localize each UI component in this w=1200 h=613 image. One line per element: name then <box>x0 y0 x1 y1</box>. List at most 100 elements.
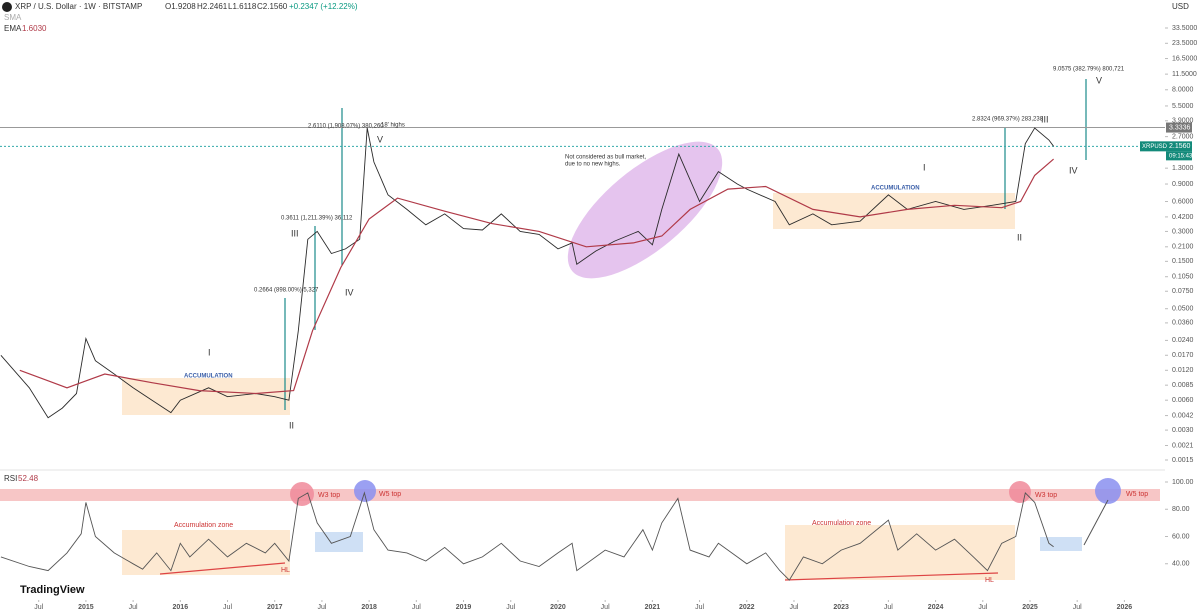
y-tick-label: 0.6000 <box>1172 198 1194 205</box>
x-tick-label: Jul <box>129 604 138 611</box>
symbol-tag-label: XRPUSD <box>1142 144 1168 150</box>
x-tick-label: Jul <box>978 604 987 611</box>
y-tick-label: 100.00 <box>1172 479 1194 486</box>
y-tick-label: 0.4200 <box>1172 214 1194 221</box>
x-tick-label: Jul <box>317 604 326 611</box>
y-tick-label: 8.0000 <box>1172 87 1194 94</box>
x-tick-label: 2024 <box>928 604 944 611</box>
currency[interactable]: USD <box>1172 2 1189 11</box>
symbol-title[interactable]: XRP / U.S. Dollar · 1W · BITSTAMP <box>15 2 142 11</box>
ema-label[interactable]: EMA <box>4 24 22 33</box>
x-tick-label: 2015 <box>78 604 94 611</box>
ohlc-open: O1.9208 <box>165 2 196 11</box>
x-tick-label: Jul <box>223 604 232 611</box>
annotation: III <box>291 228 299 238</box>
y-tick-label: 0.0750 <box>1172 288 1194 295</box>
x-tick-label: 2016 <box>173 604 189 611</box>
annotation: HL <box>985 577 994 584</box>
annotation: II <box>289 420 294 430</box>
hl-line <box>784 572 999 581</box>
x-tick-label: 2018 <box>361 604 377 611</box>
price-tag-label: 3.3336 <box>1169 124 1191 131</box>
y-tick-label: 60.00 <box>1172 533 1190 540</box>
y-tick-label: 5.5000 <box>1172 103 1194 110</box>
blue-zone <box>1040 537 1082 551</box>
y-tick-label: 80.00 <box>1172 506 1190 513</box>
annotation: 0.3611 (1,211.39%) 36,112 <box>281 216 353 222</box>
y-tick-label: 33.5000 <box>1172 25 1197 32</box>
y-tick-label: 0.0120 <box>1172 367 1194 374</box>
y-tick-label: 0.0060 <box>1172 397 1194 404</box>
annotation: W5 top <box>379 491 401 498</box>
x-tick-label: Jul <box>1073 604 1082 611</box>
w5-circle <box>1095 478 1121 504</box>
ohlc-change: +0.2347 (+12.22%) <box>289 2 358 11</box>
w3-circle <box>290 482 314 506</box>
annotation: IV <box>345 287 354 297</box>
y-tick-label: 0.0240 <box>1172 337 1194 344</box>
annotation: Not considered as bull market, <box>565 155 646 161</box>
x-tick-label: Jul <box>412 604 421 611</box>
x-tick-label: Jul <box>695 604 704 611</box>
y-tick-label: 0.3000 <box>1172 228 1194 235</box>
symbol-icon <box>2 2 12 12</box>
x-tick-label: 2025 <box>1022 604 1038 611</box>
y-tick-label: 16.5000 <box>1172 55 1197 62</box>
ema-value: 1.6030 <box>22 24 47 33</box>
drawings <box>0 79 1165 581</box>
countdown-tag <box>1166 151 1192 161</box>
y-tick-label: 0.0030 <box>1172 427 1194 434</box>
projection-arrow <box>1083 499 1109 546</box>
annotation: Accumulation zone <box>812 520 871 527</box>
ohlc-close: C2.1560 <box>257 2 288 11</box>
accumulation-zone <box>122 530 290 575</box>
y-tick-label: 40.00 <box>1172 561 1190 568</box>
ohlc-low: L1.6118 <box>228 2 257 11</box>
hl-line <box>159 562 286 575</box>
brand: TradingView <box>20 584 85 596</box>
y-tick-label: 11.5000 <box>1172 71 1197 78</box>
series-line <box>0 127 1054 419</box>
w3-circle <box>1009 481 1031 503</box>
annotation: V <box>1096 75 1102 85</box>
indicator-value: 52.48 <box>18 474 39 483</box>
x-tick-label: Jul <box>789 604 798 611</box>
annotation: W5 top <box>1126 491 1148 498</box>
y-tick-label: 0.0042 <box>1172 412 1194 419</box>
w5-circle <box>354 480 376 502</box>
accumulation-zone <box>785 525 1015 580</box>
series-line <box>0 491 1054 581</box>
y-tick-label: 1.3000 <box>1172 165 1194 172</box>
annotation: 2.8324 (969.37%) 283,238 <box>972 117 1044 123</box>
rsi-overbought-band <box>0 489 1160 501</box>
annotation: W3 top <box>1035 492 1057 499</box>
price-tag-label: 2.1560 <box>1169 143 1191 150</box>
annotation: IV <box>1069 165 1078 175</box>
x-tick-label: Jul <box>601 604 610 611</box>
y-tick-label: 0.0170 <box>1172 352 1194 359</box>
symbol-tag <box>1140 141 1166 152</box>
y-tick-label: 2.7000 <box>1172 133 1194 140</box>
blue-zone <box>315 532 363 552</box>
x-tick-label: 2020 <box>550 604 566 611</box>
y-tick-label: 0.9000 <box>1172 181 1194 188</box>
y-tick-label: 0.0015 <box>1172 457 1194 464</box>
annotation: 9.0575 (382.79%) 800,721 <box>1053 67 1125 73</box>
y-tick-label: 0.0360 <box>1172 320 1194 327</box>
annotation: 2.6110 (1,908.07%) 380,260 <box>308 124 384 130</box>
sma-label[interactable]: SMA <box>4 13 22 22</box>
x-tick-label: 2017 <box>267 604 283 611</box>
annotation: I <box>923 162 926 172</box>
y-tick-label: 0.1050 <box>1172 274 1194 281</box>
y-tick-label: 0.0085 <box>1172 382 1194 389</box>
series-line <box>19 158 1054 395</box>
annotation: Accumulation zone <box>174 522 233 529</box>
x-tick-label: 2022 <box>739 604 755 611</box>
annotation: ACCUMULATION <box>871 186 920 192</box>
ohlc-high: H2.2461 <box>197 2 228 11</box>
y-tick-label: 0.2100 <box>1172 244 1194 251</box>
bull-ellipse <box>567 141 723 279</box>
annotation: W3 top <box>318 492 340 499</box>
annotation: ACCUMULATION <box>184 374 233 380</box>
x-tick-label: 2019 <box>456 604 472 611</box>
